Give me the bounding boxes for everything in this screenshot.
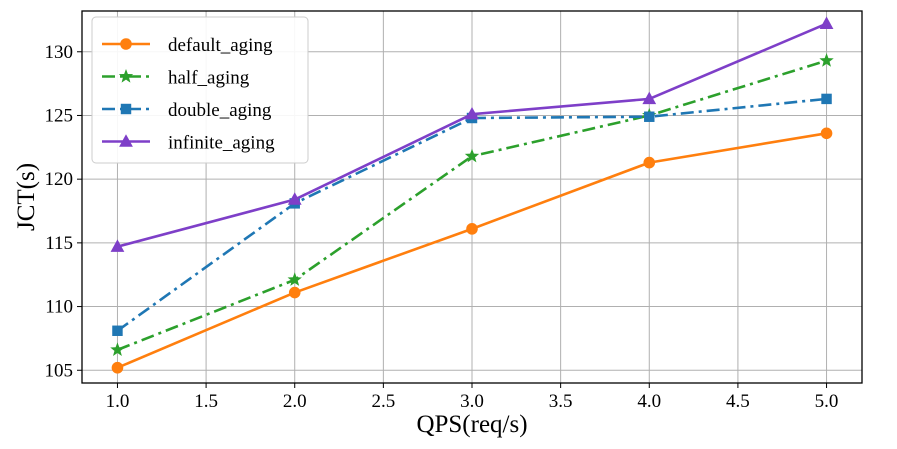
data-point-infinite_aging bbox=[465, 106, 479, 120]
data-point-default_aging bbox=[111, 361, 124, 374]
x-axis: 1.0 1.5 2.0 2.5 3.0 3.5 4.0 4.5 5.0 bbox=[106, 383, 839, 412]
legend-label-default_aging: default_aging bbox=[168, 35, 273, 56]
data-point-half_aging bbox=[110, 342, 125, 356]
x-tick-label: 5.0 bbox=[815, 391, 839, 412]
data-point-half_aging bbox=[819, 53, 834, 67]
series-default_aging bbox=[111, 127, 833, 374]
legend: default_aging half_aging double_aginginfin… bbox=[91, 16, 309, 164]
y-axis-label: JCT(s) bbox=[13, 163, 40, 231]
legend-marker-default_aging bbox=[120, 38, 132, 50]
y-tick-label: 120 bbox=[45, 169, 74, 190]
x-tick-label: 4.5 bbox=[726, 391, 750, 412]
legend-marker-half_aging bbox=[118, 68, 134, 83]
data-point-default_aging bbox=[643, 156, 656, 169]
data-point-default_aging bbox=[820, 127, 833, 140]
y-tick-label: 130 bbox=[45, 42, 74, 63]
y-tick-label: 110 bbox=[45, 297, 73, 318]
series-infinite_aging bbox=[110, 16, 834, 252]
x-tick-label: 2.5 bbox=[371, 391, 395, 412]
legend-marker-infinite_aging bbox=[119, 134, 133, 147]
x-axis-label: QPS(req/s) bbox=[416, 411, 527, 438]
x-tick-label: 4.0 bbox=[637, 391, 661, 412]
data-point-infinite_aging bbox=[642, 91, 657, 105]
legend-label-infinite_aging: infinite_aging bbox=[168, 133, 275, 154]
y-tick-label: 115 bbox=[45, 233, 73, 254]
x-tick-label: 1.0 bbox=[106, 391, 130, 412]
series-line-half_aging bbox=[116, 59, 827, 352]
x-tick-label: 3.0 bbox=[460, 391, 484, 412]
legend-label-half_aging: half_aging bbox=[168, 68, 250, 89]
y-axis: 105 110 115 120 125 130 bbox=[45, 42, 82, 381]
data-point-double_aging bbox=[644, 111, 655, 122]
data-point-infinite_aging bbox=[110, 239, 125, 252]
y-tick-label: 105 bbox=[45, 360, 74, 381]
x-tick-label: 2.0 bbox=[283, 391, 307, 412]
x-tick-label: 1.5 bbox=[194, 391, 218, 412]
data-point-infinite_aging bbox=[819, 16, 834, 29]
series-line-double_aging bbox=[116, 97, 827, 332]
legend-box bbox=[91, 16, 309, 164]
data-point-double_aging bbox=[821, 93, 832, 105]
data-point-half_aging bbox=[464, 148, 480, 163]
y-tick-label: 125 bbox=[45, 105, 74, 126]
legend-label-double_aging: double_aging bbox=[168, 100, 272, 121]
data-point-double_aging bbox=[112, 325, 123, 336]
legend-marker-double_aging bbox=[120, 103, 132, 115]
series-layer bbox=[110, 16, 834, 374]
data-point-infinite_aging bbox=[287, 192, 302, 205]
x-tick-label: 3.5 bbox=[549, 391, 573, 412]
data-point-half_aging bbox=[287, 272, 302, 286]
data-point-default_aging bbox=[288, 286, 301, 299]
data-point-default_aging bbox=[466, 223, 478, 235]
